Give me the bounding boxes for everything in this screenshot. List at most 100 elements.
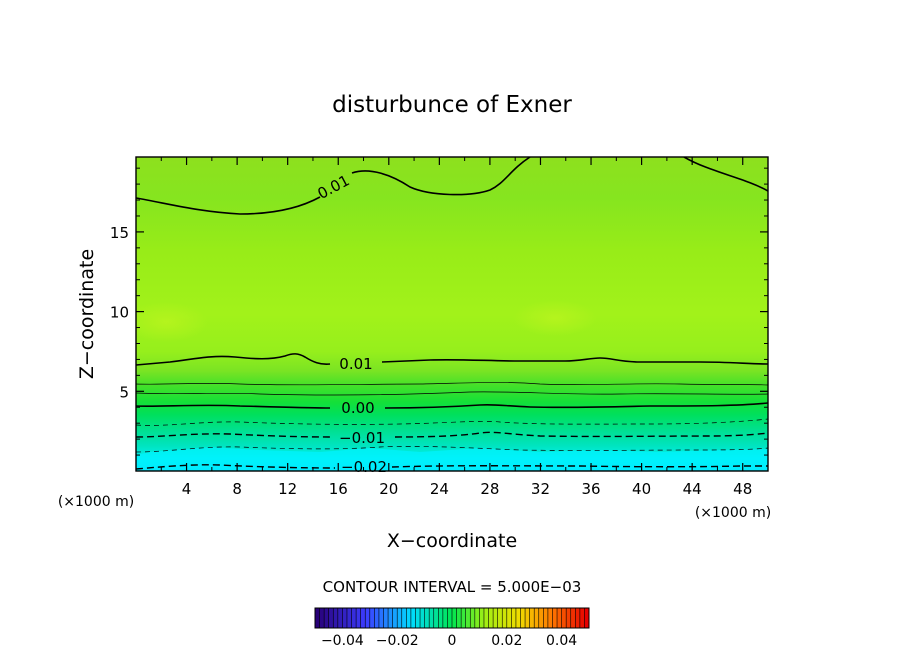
fill-band-cyan [136,447,768,471]
field-blob-left [136,302,208,342]
colorbar [314,608,590,628]
y-axis-label: Z−coordinate [76,249,98,379]
x-tick-label: 16 [329,480,348,498]
colorbar-cell [420,608,425,628]
colorbar-tick-label: 0.02 [491,633,522,649]
colorbar-cell [433,608,439,628]
x-axis-label: X−coordinate [387,530,517,552]
x-unit-left: (×1000 m) [58,494,134,510]
field-blob-right [513,300,597,336]
contour-fill [136,157,768,471]
colorbar-cell [401,608,407,628]
colorbar-cell [337,608,343,628]
colorbar-cell [579,608,585,628]
colorbar-cell [383,608,389,628]
contour-line-dashed-1 [136,418,768,426]
contour-line-thin-1 [136,382,768,386]
y-tick-label: 5 [119,383,129,401]
colorbar-cell [397,608,403,628]
x-tick-label: 4 [182,480,192,498]
contour-line-0.01 [136,353,768,366]
contour-labels: 0.01 0.01 0.00 −0.01 −0.02 [315,171,387,476]
x-tick-label: 8 [232,480,242,498]
colorbar-cell [474,608,480,628]
colorbar-cell [488,608,494,628]
colorbar-cell [365,608,371,628]
contour-label-mid: 0.01 [339,355,372,373]
colorbar-cell [424,608,430,628]
x-tick-label: 36 [581,480,600,498]
colorbar-cell [328,608,334,628]
contour-line-thin-2 [136,391,768,396]
colorbar-cell [406,608,412,628]
colorbar-cell [566,608,572,628]
colorbar-cell [575,608,581,628]
colorbar-cell [351,608,357,628]
colorbar-cell [346,608,352,628]
colorbar-tick-label: 0.04 [546,633,577,649]
x-unit-right: (×1000 m) [695,505,771,521]
colorbar-cell [342,608,348,628]
colorbar-cell [529,608,535,628]
colorbar-cell [520,608,526,628]
contour-line-dashed--0.01 [136,431,768,438]
colorbar-cell [324,608,330,628]
contour-interval-text: CONTOUR INTERVAL = 5.000E−03 [323,578,582,596]
plot-frame [135,156,769,472]
x-tick-label: 48 [733,480,752,498]
x-tick-label: 24 [430,480,449,498]
colorbar-cell [392,608,398,628]
contour-label-zero: 0.00 [341,399,374,417]
colorbar-cell [442,608,448,628]
colorbar-cell [506,608,512,628]
colorbar-cell [388,608,394,628]
colorbar-cell [493,608,499,628]
colorbar-cell [584,608,590,628]
contour-line-dashed--0.02 [136,464,768,470]
colorbar-cell [497,608,503,628]
x-tick-label: 40 [632,480,651,498]
x-tick-label: 32 [531,480,550,498]
colorbar-cell [378,608,384,628]
colorbar-cell [429,608,435,628]
colorbar-cell [369,608,375,628]
colorbar-cell [447,608,453,628]
colorbar-tick-label: −0.04 [321,633,364,649]
contour-label-neg1: −0.01 [339,429,385,447]
colorbar-cell [547,608,553,628]
colorbar-cell [538,608,544,628]
colorbar-cell [360,608,366,628]
contour-line-0.00 [136,402,768,409]
colorbar-cell [410,608,416,628]
colorbar-cell [456,608,462,628]
colorbar-cell [534,608,540,628]
y-tick-label: 10 [110,304,129,322]
x-tick-label: 12 [278,480,297,498]
y-tick-label: 15 [110,224,129,242]
colorbar-cell [570,608,576,628]
colorbar-cell [525,608,531,628]
colorbar-cell [452,608,457,628]
colorbar-frame [314,607,590,629]
colorbar-cell [511,608,517,628]
colorbar-cell [515,608,521,628]
colorbar-cell [319,608,325,628]
chart-title: disturbunce of Exner [332,92,572,118]
colorbar-cell [333,608,339,628]
colorbar-cell [483,608,489,628]
colorbar-cell [552,608,558,628]
colorbar-cell [557,608,562,628]
colorbar-cell [561,608,567,628]
x-tick-label: 28 [480,480,499,498]
contour-line-dashed-3 [136,445,768,453]
colorbar-cell [374,608,380,628]
colorbar-cell [479,608,485,628]
x-tick-label: 44 [683,480,702,498]
colorbar-cell [461,608,467,628]
colorbar-tick-label: −0.02 [376,633,419,649]
colorbar-cell [502,608,508,628]
colorbar-cell [356,608,362,628]
contour-field [136,157,768,471]
